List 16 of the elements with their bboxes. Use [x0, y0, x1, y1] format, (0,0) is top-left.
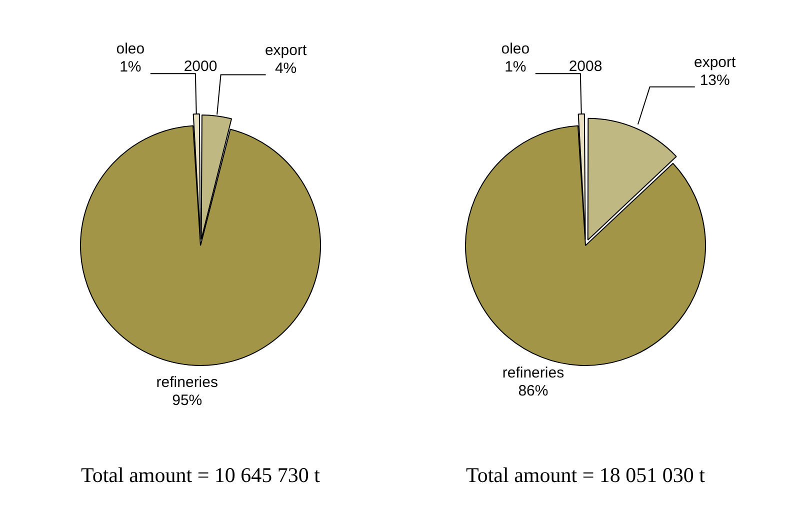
text: 2008: [568, 58, 602, 76]
data-label: 86%: [518, 382, 548, 400]
slice-label: oleo: [501, 40, 530, 58]
data-label: 13%: [700, 72, 730, 89]
data-label: 4%: [274, 60, 297, 77]
data-label: 1%: [504, 58, 526, 76]
slice-label: refineries: [502, 364, 564, 382]
data-label: 95%: [172, 392, 202, 409]
text: Total amount = 18 051 030 t: [464, 463, 706, 488]
slice-label: export: [694, 54, 737, 71]
text: Total amount = 10 645 730 t: [80, 463, 322, 488]
text: 2000: [184, 58, 218, 76]
slice-label: export: [264, 42, 308, 59]
data-label: 1%: [120, 58, 142, 76]
slice-label: oleo: [116, 40, 145, 58]
slice-label: refineries: [156, 374, 218, 391]
